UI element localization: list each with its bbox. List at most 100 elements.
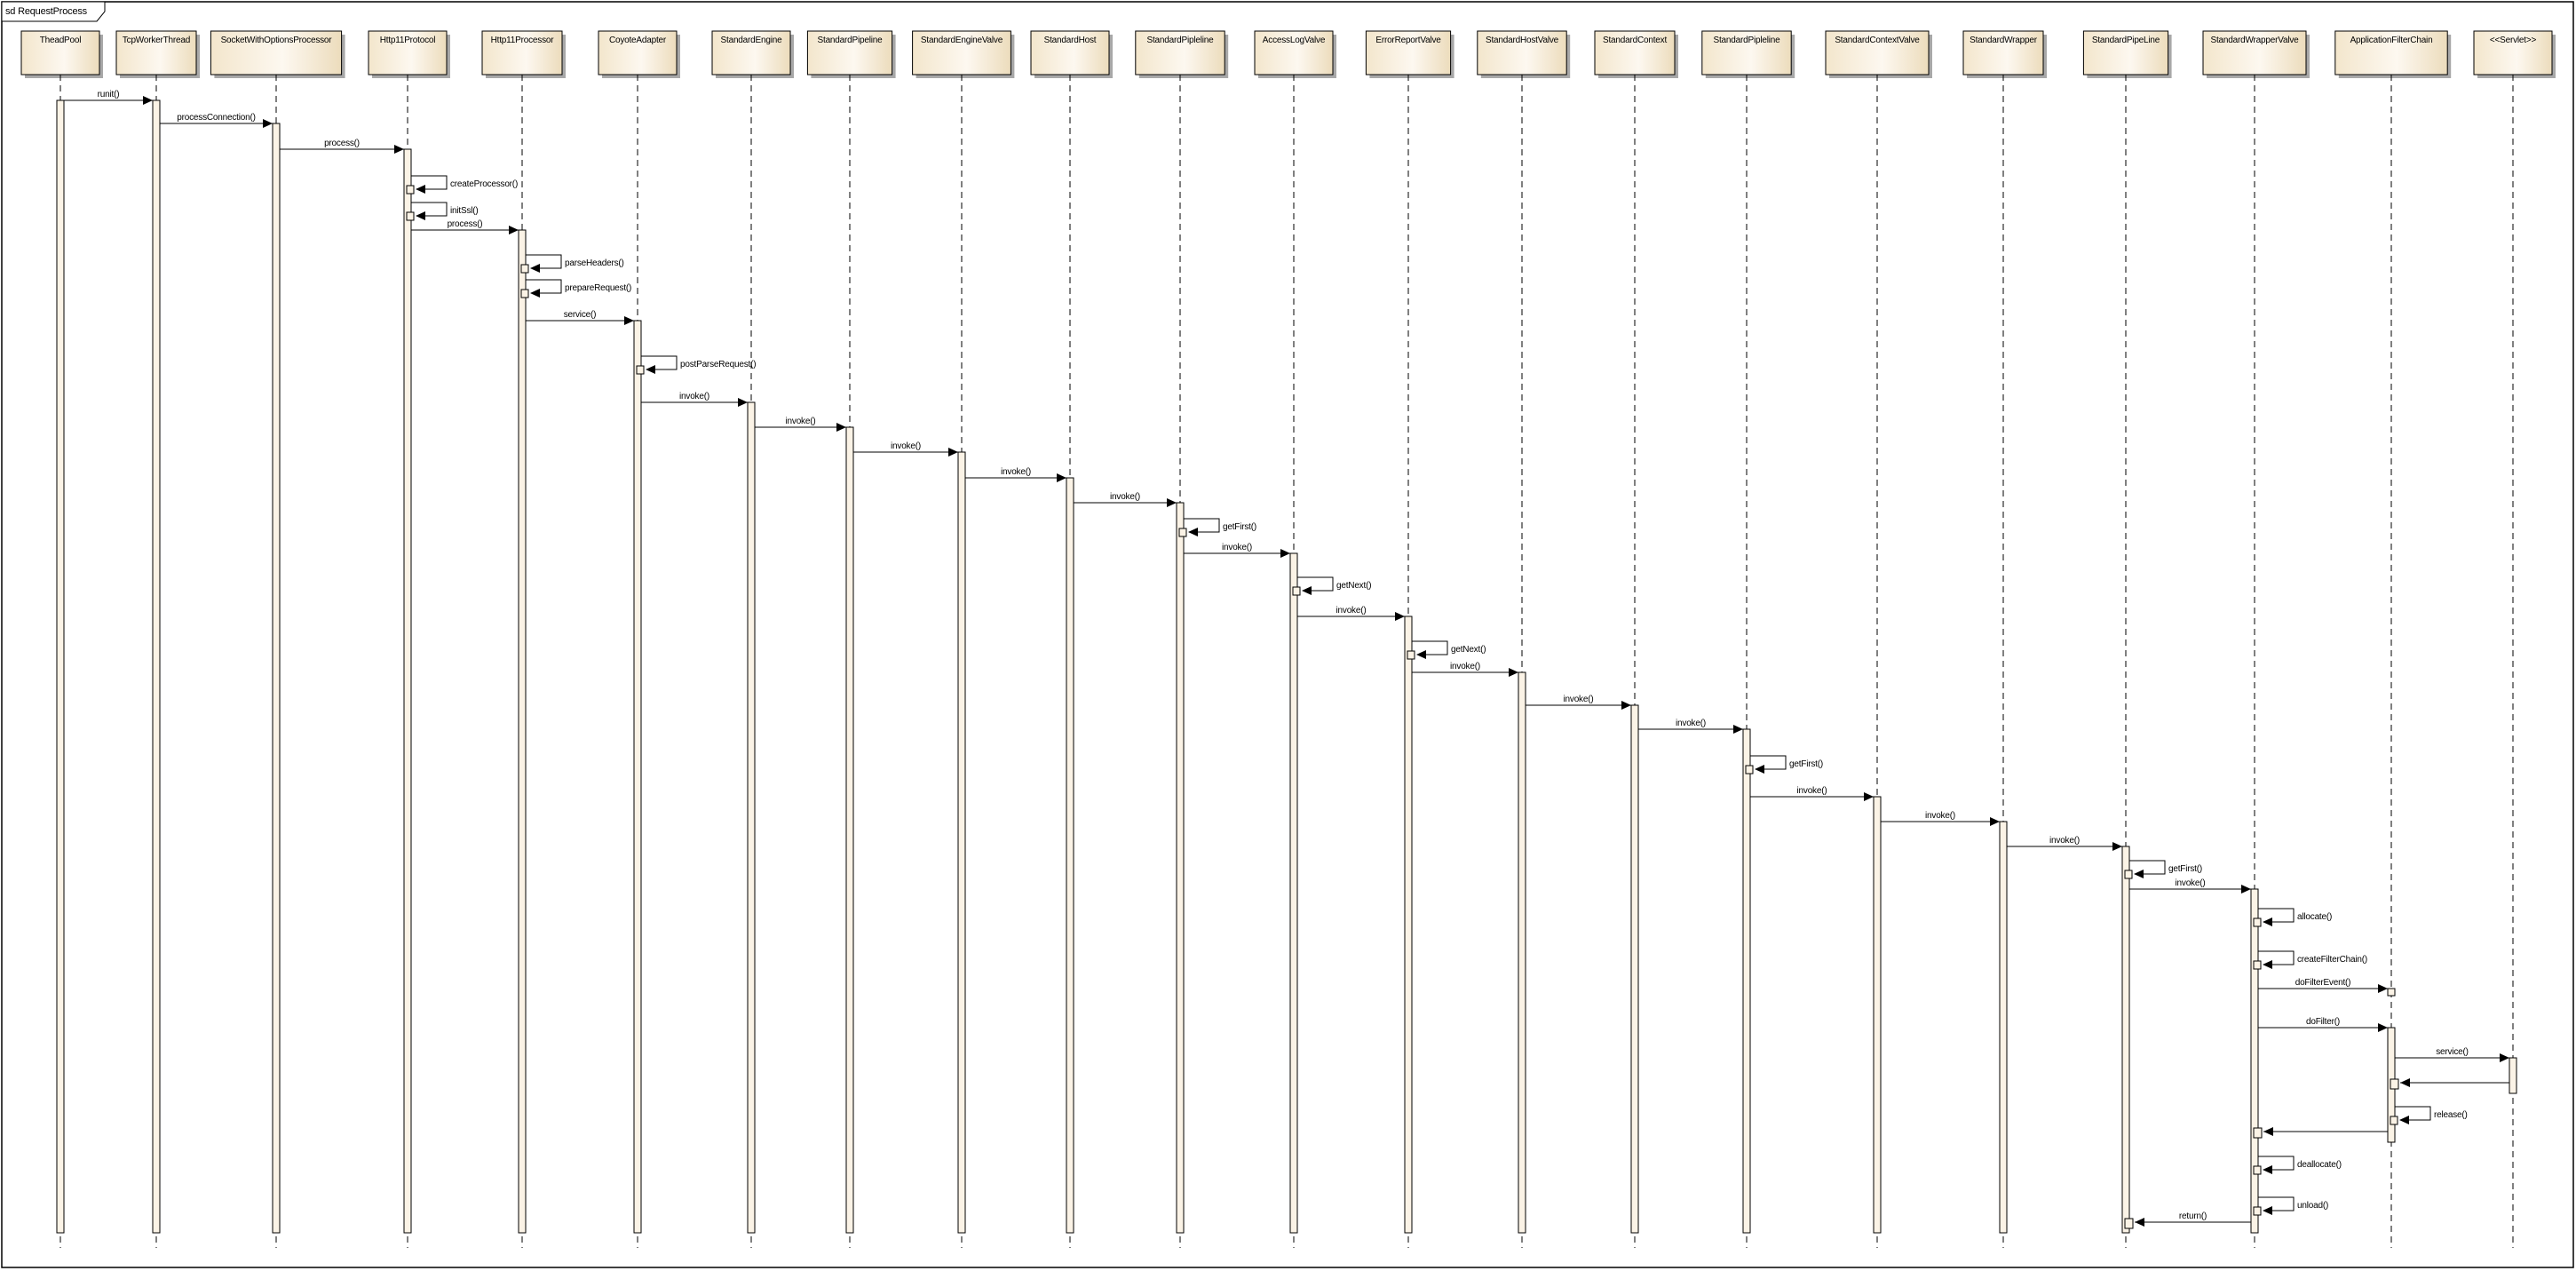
self-message-line [2258,1156,2295,1171]
message-label: runit() [98,90,120,99]
self-message[interactable]: unload() [2253,1196,2328,1216]
self-message[interactable]: getNext() [1292,576,1372,596]
lifeline-name: StandardPipleline [1147,36,1215,45]
return-message[interactable] [2253,1127,2388,1139]
activation-bar [845,426,854,1234]
activation-bar [957,451,966,1234]
message[interactable]: invoke() [1881,811,2000,826]
activation-bar [2387,988,2396,997]
lifeline-header-box[interactable] [598,30,678,75]
arrowhead-icon [2241,885,2251,894]
message[interactable]: service() [2395,1047,2509,1062]
nested-activation [2390,1116,2398,1125]
message-label: getNext() [1336,581,1371,591]
message[interactable]: invoke() [1412,662,1518,677]
arrowhead-icon [1416,650,1426,659]
message-label: processConnection() [177,113,255,123]
message[interactable]: process() [280,139,404,154]
lifeline: StandardEngineValve [912,30,1015,1248]
nested-activation [1745,765,1754,775]
activation-bar [56,99,65,1234]
lifeline-name: StandardPipeLine [2092,36,2160,45]
message[interactable]: invoke() [755,417,846,432]
message[interactable]: doFilter() [2258,1017,2388,1032]
self-message[interactable]: release() [2390,1106,2468,1125]
lifeline-header-box[interactable] [2082,30,2169,75]
nested-activation [406,185,415,195]
message[interactable]: invoke() [1297,606,1405,621]
message[interactable]: invoke() [1526,695,1631,710]
return-message[interactable] [2390,1078,2509,1090]
arrowhead-icon [2400,1078,2410,1087]
lifeline: StandardHostValve [1477,30,1571,1248]
lifeline-header-box[interactable] [2334,30,2448,75]
lifeline-name: <<Servlet>> [2490,36,2537,45]
lifeline-header-box[interactable] [912,30,1011,75]
message[interactable]: invoke() [1638,719,1743,734]
lifeline-header-box[interactable] [1825,30,1930,75]
message[interactable]: return() [2124,1211,2251,1229]
arrowhead-icon [530,289,540,298]
arrowhead-icon [1990,817,2000,826]
self-message[interactable]: deallocate() [2253,1156,2342,1175]
lifeline-header-box[interactable] [1254,30,1334,75]
lifeline-header-box[interactable] [481,30,563,75]
message[interactable]: runit() [64,90,153,105]
message[interactable]: invoke() [965,467,1066,482]
lifeline-header-box[interactable] [210,30,343,75]
arrowhead-icon [2263,1165,2272,1174]
activation-bar [1066,477,1074,1234]
self-message[interactable]: getFirst() [1178,518,1256,537]
lifeline-header-box[interactable] [1365,30,1452,75]
message-label: invoke() [1336,606,1367,616]
lifeline-header-box[interactable] [1477,30,1567,75]
self-message[interactable]: getNext() [1407,640,1486,660]
self-message[interactable]: getFirst() [1745,755,1823,775]
self-message[interactable]: createProcessor() [406,175,518,195]
self-message-line [1750,755,1787,770]
lifeline-header-box[interactable] [1030,30,1110,75]
activation-bar [1404,616,1413,1234]
message[interactable]: invoke() [641,392,748,407]
arrowhead-icon [2135,1218,2144,1227]
message[interactable]: invoke() [2129,878,2251,894]
arrowhead-icon [2263,960,2272,969]
self-message[interactable]: allocate() [2253,908,2332,927]
message[interactable]: invoke() [1750,786,1874,801]
message[interactable]: invoke() [2007,836,2122,851]
self-message[interactable]: postParseRequest() [636,355,757,375]
message-label: parseHeaders() [565,258,624,268]
self-message[interactable]: initSsl() [406,202,479,221]
self-message[interactable]: createFilterChain() [2253,950,2367,970]
lifeline-name: StandardPipeline [818,36,884,45]
arrowhead-icon [143,96,153,105]
lifeline-name: TheadPool [40,36,82,45]
message[interactable]: processConnection() [160,113,273,128]
lifeline-header-box[interactable] [2473,30,2553,75]
lifeline-header-box[interactable] [1135,30,1225,75]
message[interactable]: invoke() [1184,543,1290,558]
lifeline-header-box[interactable] [368,30,448,75]
self-message[interactable]: parseHeaders() [520,254,624,274]
arrowhead-icon [1395,612,1405,621]
message[interactable]: invoke() [853,441,958,457]
lifeline-header-box[interactable] [1701,30,1792,75]
self-message[interactable]: prepareRequest() [520,279,631,298]
lifeline-header-box[interactable] [20,30,100,75]
lifeline-name: StandardPipleline [1714,36,1781,45]
message[interactable]: process() [411,219,519,234]
lifeline: StandardPipleline [1135,30,1229,1248]
message-label: postParseRequest() [680,360,756,369]
self-message[interactable]: getFirst() [2124,860,2202,879]
message-label: unload() [2297,1201,2328,1211]
lifeline-header-box[interactable] [1594,30,1676,75]
arrowhead-icon [1864,792,1874,801]
lifeline: StandardPipeline [806,30,896,1248]
message[interactable]: doFilterEvent() [2258,978,2388,993]
message-label: getFirst() [1789,759,1823,769]
message[interactable]: service() [526,310,634,325]
lifeline-header-box[interactable] [115,30,197,75]
message[interactable]: invoke() [1074,492,1177,507]
lifeline-header-box[interactable] [711,30,791,75]
